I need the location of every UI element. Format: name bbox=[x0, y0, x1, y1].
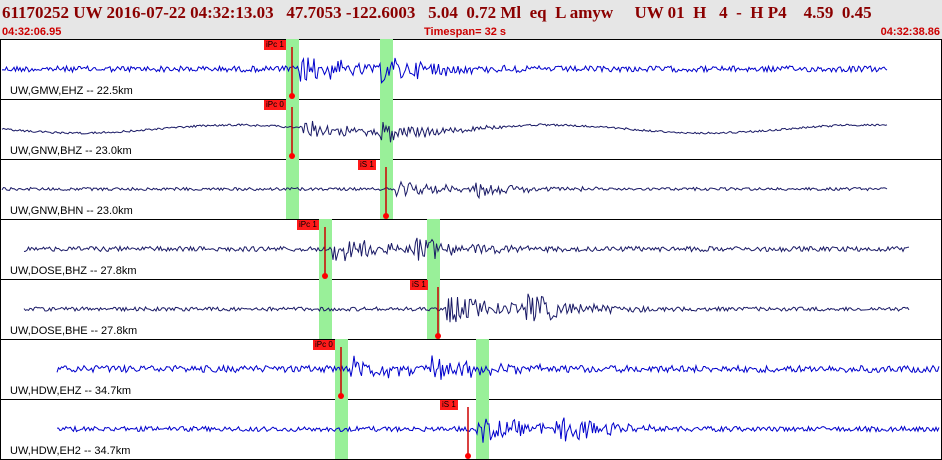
waveform-svg bbox=[57, 399, 940, 459]
end-time: 04:32:38.86 bbox=[880, 26, 940, 38]
waveform-svg bbox=[1, 99, 888, 159]
waveform-svg bbox=[1, 159, 888, 219]
pick-window bbox=[319, 279, 332, 339]
waveform-svg bbox=[23, 219, 910, 279]
start-time: 04:32:06.95 bbox=[2, 26, 62, 38]
waveform-svg bbox=[56, 339, 940, 399]
waveform-svg bbox=[23, 279, 910, 339]
waveform-panel[interactable]: iS 1 UW,DOSE,BHE -- 27.8km bbox=[0, 279, 942, 339]
pick-dot bbox=[435, 333, 441, 339]
pick-label[interactable]: iPc 1 bbox=[264, 40, 286, 50]
pick-label[interactable]: iS 1 bbox=[410, 280, 428, 290]
pick-label[interactable]: iPc 0 bbox=[264, 100, 286, 110]
channel-label: UW,HDW,EHZ -- 34.7km bbox=[10, 385, 132, 397]
waveform-trace bbox=[23, 293, 910, 323]
waveform-trace bbox=[1, 120, 888, 143]
waveform-panel[interactable]: iPc 1 UW,GMW,EHZ -- 22.5km bbox=[0, 39, 942, 99]
channel-label: UW,HDW,EH2 -- 34.7km bbox=[10, 445, 131, 457]
waveform-svg bbox=[1, 39, 888, 99]
pick-dot bbox=[322, 273, 328, 279]
channel-label: UW,GNW,BHN -- 23.0km bbox=[10, 205, 133, 217]
event-summary-line: 61170252 UW 2016-07-22 04:32:13.03 47.70… bbox=[2, 3, 872, 22]
waveform-panel[interactable]: iPc 1 UW,DOSE,BHZ -- 27.8km bbox=[0, 219, 942, 279]
waveform-trace bbox=[1, 180, 888, 200]
channel-label: UW,GNW,BHZ -- 23.0km bbox=[10, 145, 132, 157]
waveform-trace bbox=[23, 237, 910, 262]
pick-window bbox=[427, 279, 440, 339]
pick-label[interactable]: iPc 1 bbox=[297, 220, 319, 230]
channel-label: UW,GMW,EHZ -- 22.5km bbox=[10, 85, 133, 97]
channel-label: UW,DOSE,BHZ -- 27.8km bbox=[10, 265, 137, 277]
pick-dot bbox=[465, 453, 471, 459]
waveform-trace bbox=[56, 355, 940, 380]
pick-window bbox=[476, 339, 489, 399]
pick-label[interactable]: iPc 0 bbox=[313, 340, 335, 350]
waveform-panels: iPc 1 UW,GMW,EHZ -- 22.5km iPc 0 UW,GNW,BHZ… bbox=[0, 39, 942, 460]
waveform-panel[interactable]: iS 1 UW,GNW,BHN -- 23.0km bbox=[0, 159, 942, 219]
pick-dot bbox=[338, 393, 344, 399]
pick-dot bbox=[289, 153, 295, 159]
waveform-panel[interactable]: iS 1 UW,HDW,EH2 -- 34.7km bbox=[0, 399, 942, 459]
pick-dot bbox=[289, 93, 295, 99]
pick-label[interactable]: iS 1 bbox=[440, 400, 458, 410]
waveform-panel[interactable]: iPc 0 UW,GNW,BHZ -- 23.0km bbox=[0, 99, 942, 159]
waveform-trace bbox=[57, 417, 940, 443]
pick-window bbox=[380, 39, 393, 99]
pick-dot bbox=[383, 213, 389, 219]
pick-window bbox=[335, 399, 348, 459]
pick-window bbox=[286, 159, 299, 219]
waveform-panel[interactable]: iPc 0 UW,HDW,EHZ -- 34.7km bbox=[0, 339, 942, 399]
pick-window bbox=[427, 219, 440, 279]
pick-window bbox=[476, 399, 489, 459]
event-header: 61170252 UW 2016-07-22 04:32:13.03 47.70… bbox=[0, 0, 942, 39]
pick-label[interactable]: iS 1 bbox=[358, 160, 376, 170]
channel-label: UW,DOSE,BHE -- 27.8km bbox=[10, 325, 138, 337]
waveform-trace bbox=[1, 57, 888, 84]
timespan-label: Timespan= 32 s bbox=[424, 26, 507, 38]
